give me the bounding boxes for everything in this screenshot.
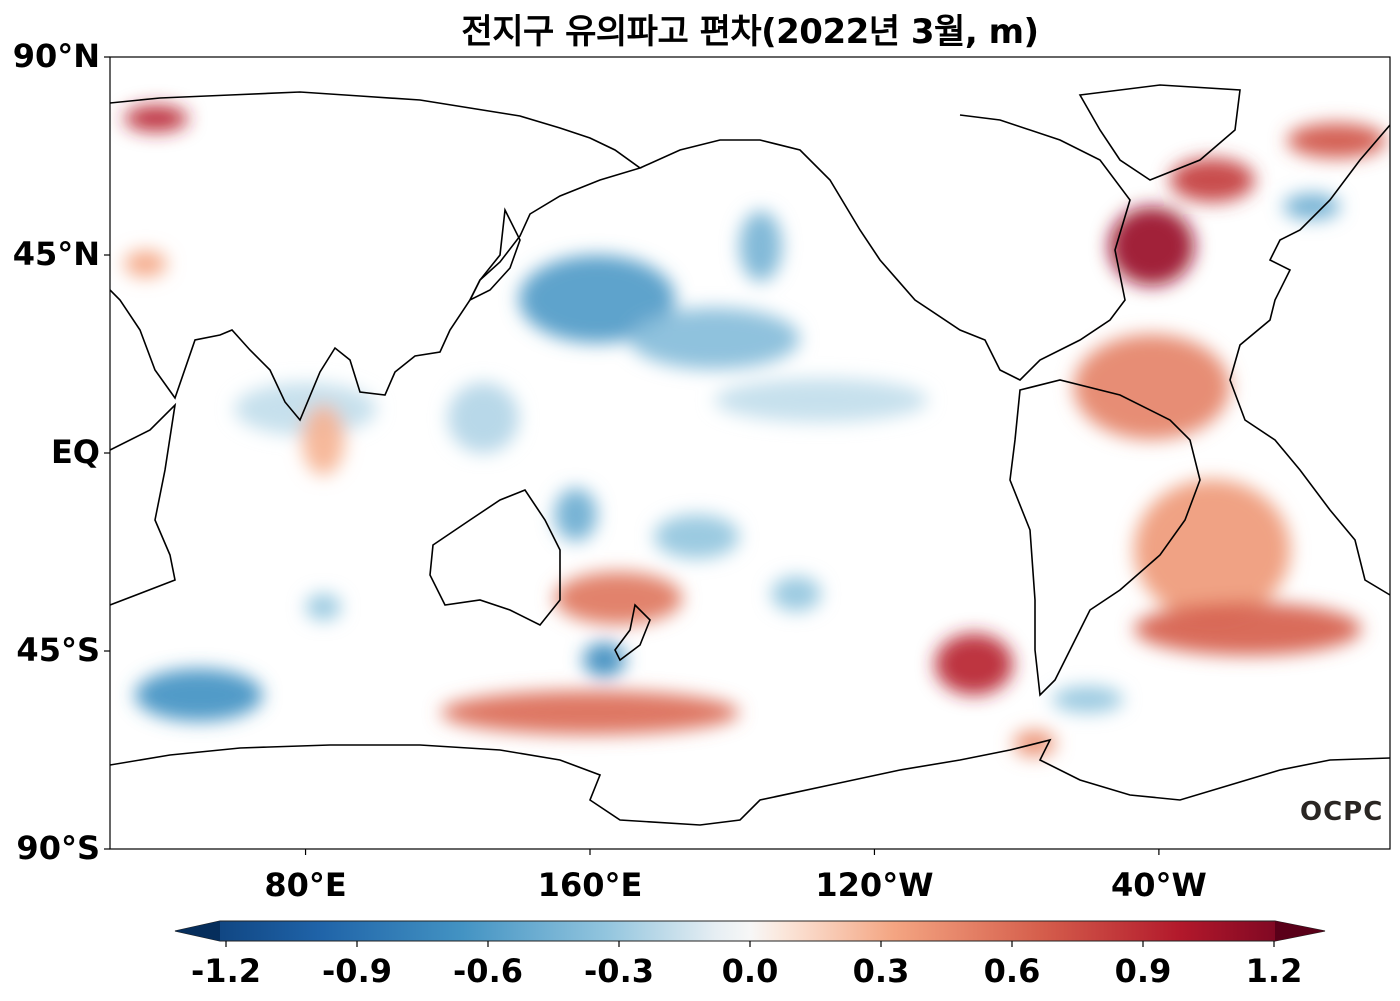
anomaly-region: [302, 404, 345, 475]
colorbar-tick-label: -1.2: [191, 952, 261, 990]
colorbar-tick-label: -0.3: [584, 952, 654, 990]
anomaly-region: [739, 211, 783, 282]
anomaly-region: [934, 633, 1014, 695]
x-tick-label: 160°E: [537, 866, 643, 904]
anomaly-region: [1286, 123, 1387, 159]
y-tick-label: 45°N: [12, 235, 100, 273]
coastline-antarctica: [110, 738, 1390, 826]
anomaly-region: [554, 488, 598, 541]
y-tick-label: 90°S: [16, 829, 100, 867]
coastline-australia: [429, 489, 561, 627]
colorbar: [174, 920, 1326, 947]
anomaly-region: [654, 514, 740, 559]
chart-title: 전지구 유의파고 편차(2022년 3월, m): [461, 12, 1039, 52]
colorbar-tick-label: 0.0: [721, 952, 779, 990]
colorbar-tick-label: 0.6: [983, 952, 1041, 990]
colorbar-extend-min: [175, 921, 220, 941]
x-tick-label: 80°E: [264, 866, 347, 904]
coastline-japan: [468, 207, 521, 302]
anomaly-region: [1073, 334, 1231, 440]
colorbar-extend-max: [1275, 921, 1325, 941]
anomaly-region: [714, 378, 928, 423]
x-tick-label: 120°W: [815, 866, 934, 904]
anomaly-region: [1109, 206, 1195, 286]
anomaly-region: [1169, 158, 1255, 203]
anomaly-region: [1134, 479, 1291, 621]
anomaly-region: [1052, 686, 1124, 713]
anomaly-region: [1134, 602, 1362, 656]
anomaly-region: [1283, 193, 1341, 220]
coastline-new-zealand: [614, 603, 651, 662]
colorbar-tick-label: 0.9: [1114, 952, 1172, 990]
colorbar-ticks: [225, 941, 1275, 947]
coastline-europe-africa: [1229, 124, 1390, 596]
anomaly-region: [440, 690, 740, 735]
anomaly-region: [629, 307, 800, 370]
anomaly-region: [771, 576, 822, 612]
coastline-north-america: [639, 114, 1131, 381]
anomaly-field: [124, 105, 1387, 757]
coastline-greenland: [1078, 84, 1241, 181]
anomaly-region: [518, 255, 676, 343]
colorbar-tick-label: -0.9: [322, 952, 392, 990]
anomaly-region: [124, 250, 167, 277]
axis-ticks: [104, 56, 1160, 855]
anomaly-region: [447, 382, 519, 453]
anomaly-region: [134, 668, 263, 722]
y-tick-label: EQ: [50, 433, 100, 471]
colorbar-tick-label: 1.2: [1245, 952, 1303, 990]
anomaly-region: [124, 105, 189, 132]
y-tick-label: 90°N: [12, 37, 100, 75]
ocpc-logo: OCPC: [1300, 797, 1384, 827]
colorbar-body: [174, 920, 1326, 942]
y-tick-label: 45°S: [16, 631, 100, 669]
coastlines: [110, 84, 1390, 826]
x-tick-label: 40°W: [1110, 866, 1207, 904]
coastline-africa: [110, 402, 177, 606]
coastline-south-america: [1009, 379, 1201, 697]
anomaly-region: [554, 571, 683, 625]
colorbar-tick-label: 0.3: [852, 952, 910, 990]
anomaly-region: [305, 593, 342, 621]
colorbar-tick-label: -0.6: [453, 952, 523, 990]
coastline-eurasia: [110, 91, 642, 422]
